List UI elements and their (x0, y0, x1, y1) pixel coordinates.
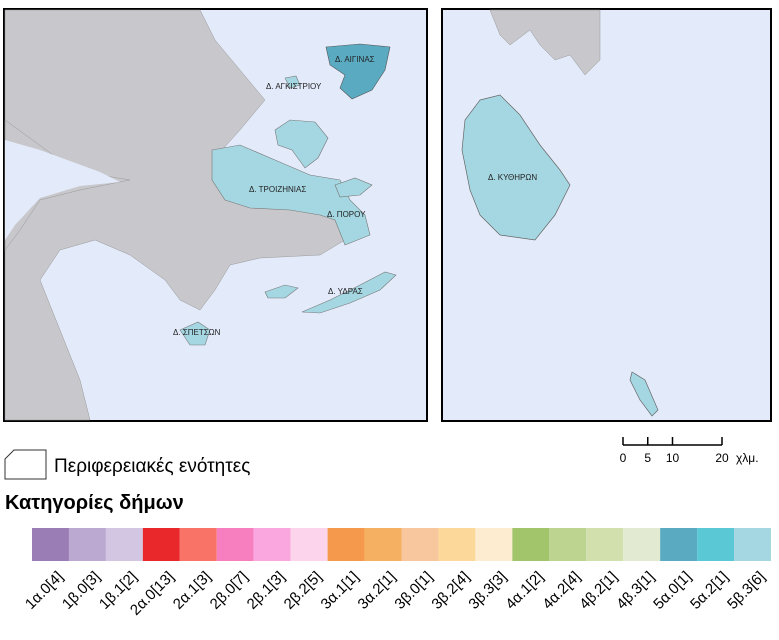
category-label: 3β.2[4] (428, 568, 473, 613)
inset-map: Δ. ΚΥΘΗΡΩΝ (441, 8, 772, 422)
gulf (5, 140, 120, 240)
category-label: 2α.1[3] (170, 568, 215, 613)
category-label: 3α.1[1] (318, 568, 363, 613)
category-swatch (142, 528, 180, 561)
agkistri (284, 75, 301, 89)
category-swatch (68, 528, 106, 561)
troizinia (211, 144, 371, 246)
antikythera (629, 371, 659, 417)
scale-bar: χλμ. 0 5 10 20 (620, 437, 759, 465)
category-swatch (549, 528, 587, 561)
boundary-swatch (4, 449, 47, 480)
category-label: 2β.1[3] (244, 568, 289, 613)
category-label: 4β.2[1] (576, 568, 621, 613)
category-swatch (105, 528, 143, 561)
scale-tick-label: 5 (644, 451, 651, 465)
map-label: Δ. ΠΟΡΟΥ (327, 210, 366, 219)
category-swatch (512, 528, 550, 561)
category-label: 5β.3[6] (724, 568, 769, 613)
category-swatch (290, 528, 328, 561)
map-label: Δ. ΚΥΘΗΡΩΝ (488, 173, 537, 182)
poros-island (334, 177, 373, 198)
category-swatch (734, 528, 771, 561)
category-label: 4α.1[2] (502, 568, 547, 613)
category-label: 3α.2[1] (355, 568, 400, 613)
map-label: Δ. ΑΓΚΙΣΤΡΙΟΥ (266, 82, 322, 91)
category-swatch (475, 528, 513, 561)
kythira (461, 94, 571, 241)
category-swatch (401, 528, 439, 561)
category-swatch (179, 528, 217, 561)
category-label: 4β.3[1] (613, 568, 658, 613)
category-swatch (697, 528, 735, 561)
category-label: 3β.3[3] (465, 568, 510, 613)
category-label: 5α.2[1] (687, 568, 732, 613)
category-swatch (253, 528, 291, 561)
scale-tick-label: 20 (715, 451, 729, 465)
boundary-legend: Περιφερειακές ενότητες (54, 456, 250, 477)
methana (274, 119, 329, 169)
map-label: Δ. ΤΡΟΙΖΗΝΙΑΣ (249, 185, 306, 194)
map-label: Δ. ΥΔΡΑΣ (328, 287, 363, 296)
main-map: Δ. ΑΙΓΙΝΑΣ Δ. ΑΓΚΙΣΤΡΙΟΥ Δ. ΤΡΟΙΖΗΝΙΑΣ Δ… (3, 8, 428, 422)
aegina (325, 43, 391, 100)
map-label: Δ. ΑΙΓΙΝΑΣ (335, 55, 375, 64)
map-label: Δ. ΣΠΕΤΣΩΝ (173, 328, 221, 337)
category-swatch (216, 528, 254, 561)
category-label: 2β.0[7] (207, 568, 252, 613)
scale-tick-label: 10 (666, 451, 680, 465)
category-swatch (586, 528, 624, 561)
category-label: 2β.2[5] (281, 568, 326, 613)
scale-tick-label: 0 (620, 451, 627, 465)
category-label: 1β.0[3] (59, 568, 104, 613)
category-swatch (327, 528, 365, 561)
category-swatch (364, 528, 402, 561)
category-label: 5α.0[1] (650, 568, 695, 613)
hydra (301, 271, 397, 314)
legend-title: Κατηγορίες δήμων (5, 492, 184, 514)
category-swatch (623, 528, 661, 561)
category-swatch (32, 528, 69, 561)
dokos (264, 284, 299, 299)
category-label: 3β.0[1] (391, 568, 436, 613)
category-swatch (660, 528, 698, 561)
category-swatch (438, 528, 476, 561)
category-label: 4α.2[4] (539, 568, 584, 613)
category-legend: 1α.0[4]1β.0[3]1β.1[2]2α.0[13]2α.1[3]2β.0… (22, 528, 771, 619)
peloponnese-tip (489, 9, 601, 76)
category-label: 1α.0[4] (22, 568, 67, 613)
spetses (179, 321, 211, 346)
scale-unit: χλμ. (736, 451, 759, 465)
